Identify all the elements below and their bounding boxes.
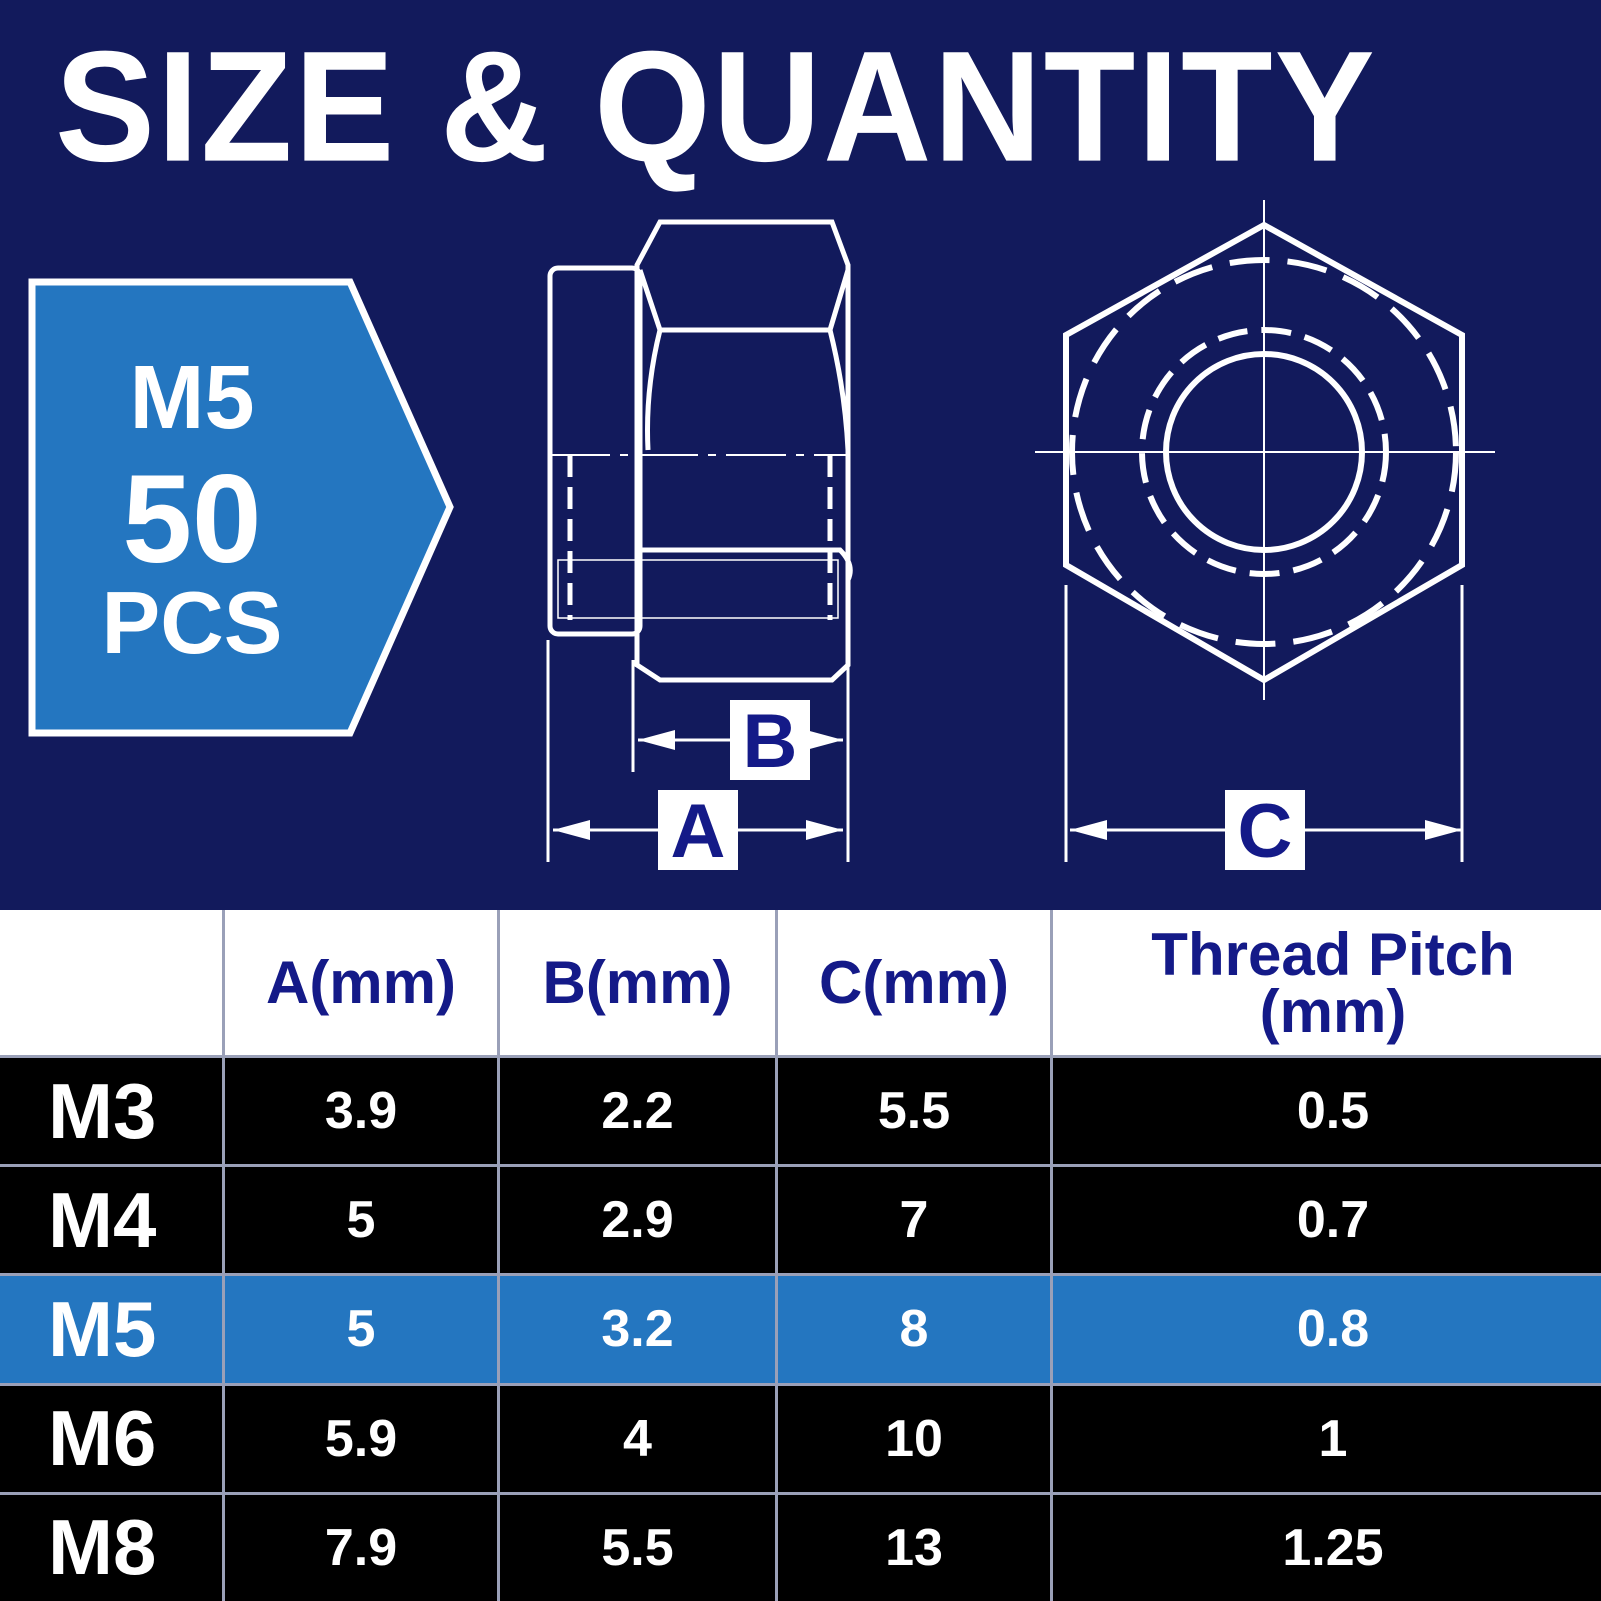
column-header: A(mm) bbox=[225, 910, 497, 1055]
badge-shape bbox=[28, 278, 454, 737]
badge-quantity: 50 bbox=[122, 450, 261, 589]
column-header: B(mm) bbox=[500, 910, 775, 1055]
table-cell: 3.9 bbox=[225, 1058, 497, 1165]
row-label: M8 bbox=[0, 1494, 222, 1601]
table-cell: 7 bbox=[778, 1167, 1050, 1274]
table-cell: 7.9 bbox=[225, 1494, 497, 1601]
table-cell: 5.5 bbox=[500, 1494, 775, 1601]
table-cell: 8 bbox=[778, 1276, 1050, 1383]
label-box bbox=[730, 700, 810, 780]
badge-unit: PCS bbox=[102, 573, 283, 672]
row-label: M3 bbox=[0, 1058, 222, 1165]
size-table: A(mm) B(mm) C(mm) Thread Pitch (mm) M3 3.9 2.2… bbox=[0, 910, 1601, 1601]
label-box bbox=[1225, 790, 1305, 870]
dimension-label: A bbox=[671, 789, 726, 874]
row-label: M5 bbox=[0, 1276, 222, 1383]
column-header: Thread Pitch (mm) bbox=[1053, 910, 1601, 1055]
corner-cell bbox=[0, 910, 222, 1055]
table-cell: 0.5 bbox=[1053, 1058, 1601, 1165]
table-cell: 5.9 bbox=[225, 1385, 497, 1492]
top-view bbox=[1035, 200, 1495, 862]
dimension-label: C bbox=[1238, 789, 1293, 874]
table-cell: 3.2 bbox=[500, 1276, 775, 1383]
table-cell: 13 bbox=[778, 1494, 1050, 1601]
dimension-label: B bbox=[743, 699, 798, 784]
table-cell: 5 bbox=[225, 1167, 497, 1274]
side-view bbox=[546, 219, 853, 862]
table-cell: 0.8 bbox=[1053, 1276, 1601, 1383]
table-cell: 5 bbox=[225, 1276, 497, 1383]
table-cell: 1.25 bbox=[1053, 1494, 1601, 1601]
column-header: C(mm) bbox=[778, 910, 1050, 1055]
table-cell: 2.2 bbox=[500, 1058, 775, 1165]
diagram: M5 50 PCS bbox=[28, 200, 1495, 874]
row-label: M4 bbox=[0, 1167, 222, 1274]
table-cell: 0.7 bbox=[1053, 1167, 1601, 1274]
table-cell: 4 bbox=[500, 1385, 775, 1492]
table-cell: 10 bbox=[778, 1385, 1050, 1492]
table-cell: 2.9 bbox=[500, 1167, 775, 1274]
banner: SIZE & QUANTITY M5 50 PCS bbox=[0, 0, 1601, 910]
row-label: M6 bbox=[0, 1385, 222, 1492]
label-box bbox=[658, 790, 738, 870]
table-cell: 1 bbox=[1053, 1385, 1601, 1492]
table-cell: 5.5 bbox=[778, 1058, 1050, 1165]
title: SIZE & QUANTITY bbox=[55, 17, 1377, 195]
badge-size: M5 bbox=[129, 348, 254, 448]
